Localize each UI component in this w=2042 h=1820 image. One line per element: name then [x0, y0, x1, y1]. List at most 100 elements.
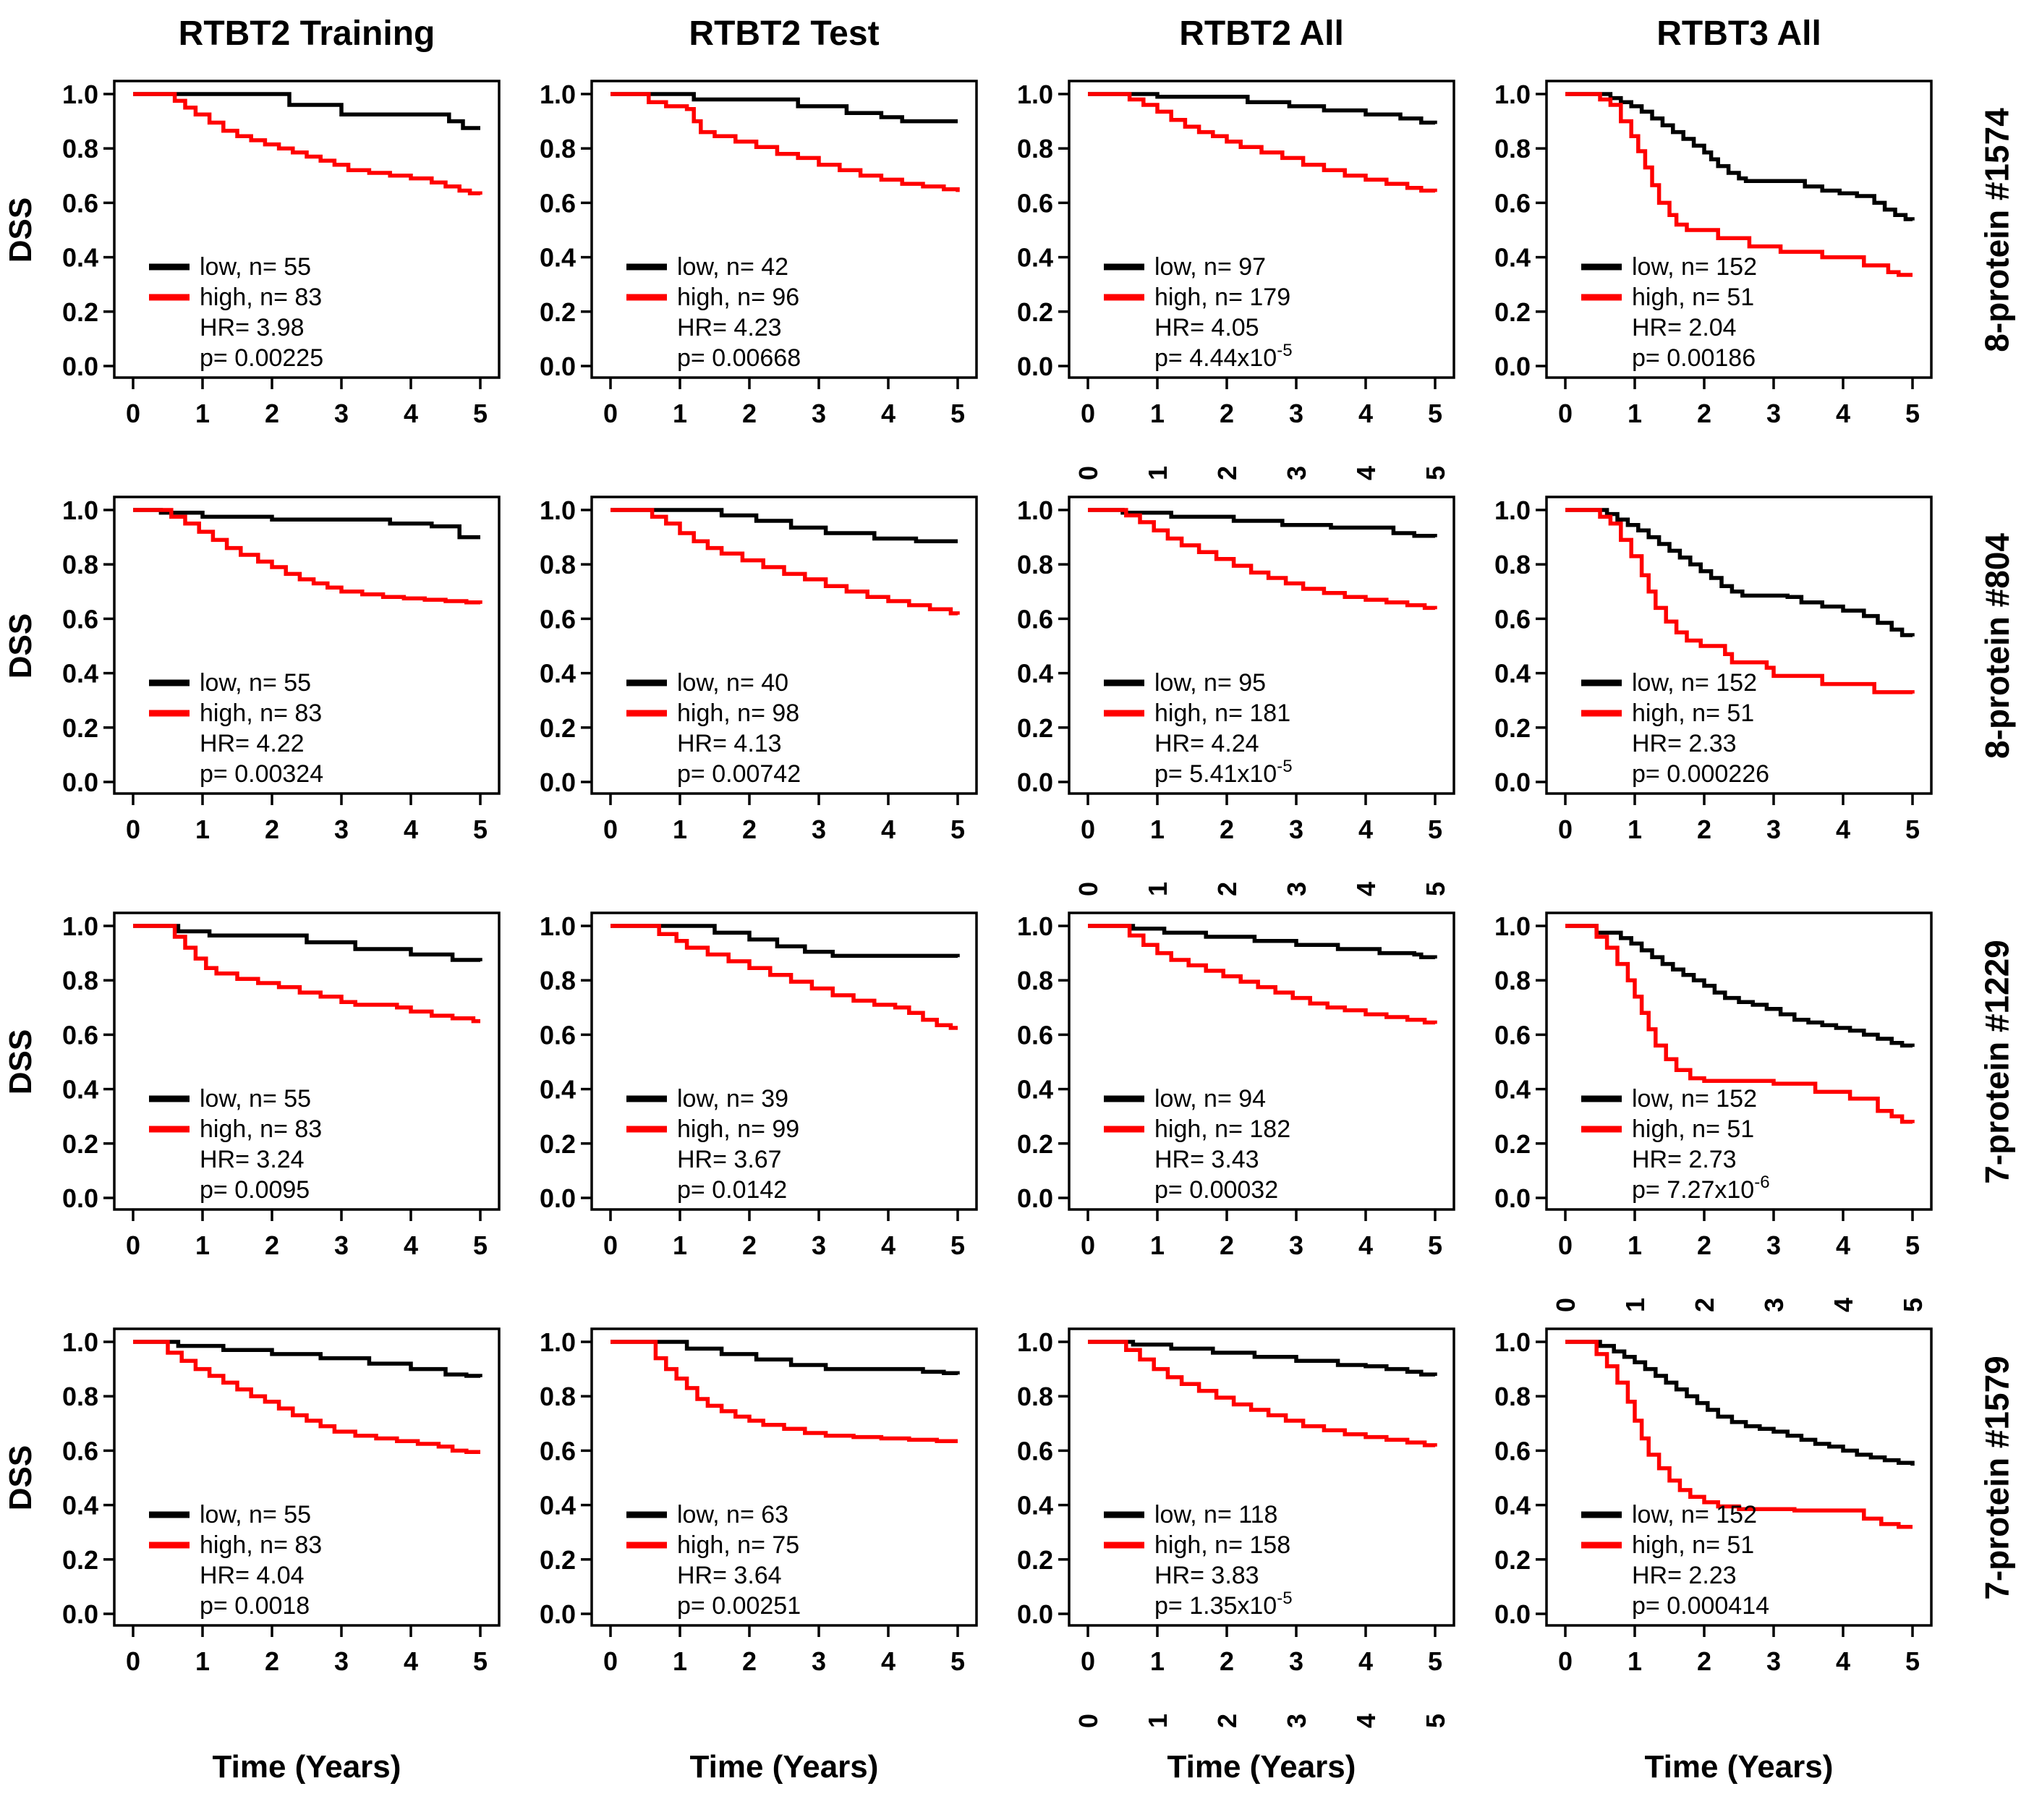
- svg-text:3: 3: [334, 1646, 349, 1676]
- column-header-rtbt2-test: RTBT2 Test: [689, 14, 880, 53]
- svg-text:4: 4: [1836, 815, 1850, 844]
- x-axis-title-col4: Time (Years): [1644, 1749, 1834, 1785]
- svg-text:0: 0: [126, 1646, 140, 1676]
- svg-text:3: 3: [1289, 1646, 1303, 1676]
- svg-text:low, n= 39: low, n= 39: [677, 1085, 788, 1113]
- svg-text:3: 3: [1289, 815, 1303, 844]
- svg-text:0: 0: [1558, 1646, 1573, 1676]
- svg-text:0.8: 0.8: [62, 966, 98, 995]
- svg-text:0: 0: [1551, 1298, 1581, 1312]
- svg-text:0.0: 0.0: [1017, 1599, 1053, 1629]
- svg-text:0.8: 0.8: [1494, 550, 1531, 579]
- svg-text:0.4: 0.4: [1017, 243, 1053, 273]
- svg-text:0: 0: [1073, 466, 1103, 480]
- svg-text:0.2: 0.2: [540, 1545, 576, 1575]
- svg-text:0.2: 0.2: [62, 1545, 98, 1575]
- svg-text:1: 1: [1150, 399, 1165, 428]
- svg-text:5: 5: [950, 1646, 965, 1676]
- svg-text:3: 3: [1282, 466, 1311, 480]
- svg-text:4: 4: [1358, 399, 1373, 428]
- svg-text:0.2: 0.2: [1494, 713, 1531, 743]
- svg-text:HR= 4.05: HR= 4.05: [1154, 314, 1259, 341]
- svg-text:0.4: 0.4: [62, 659, 98, 689]
- svg-text:low, n= 95: low, n= 95: [1154, 669, 1266, 697]
- svg-text:5: 5: [1905, 1230, 1920, 1260]
- svg-text:p= 0.000414: p= 0.000414: [1632, 1592, 1769, 1620]
- svg-text:5: 5: [1905, 1646, 1920, 1676]
- svg-text:high, n= 83: high, n= 83: [200, 699, 322, 727]
- svg-text:5: 5: [473, 1230, 488, 1260]
- svg-text:1.0: 1.0: [62, 911, 98, 941]
- svg-text:1: 1: [673, 1230, 687, 1260]
- svg-text:0: 0: [1081, 1646, 1095, 1676]
- svg-text:0.4: 0.4: [540, 243, 576, 273]
- svg-text:0: 0: [126, 815, 140, 844]
- x-axis-title-col1: Time (Years): [212, 1749, 401, 1785]
- svg-text:0.8: 0.8: [1494, 1382, 1531, 1411]
- svg-text:p= 1.35x10-5: p= 1.35x10-5: [1154, 1589, 1293, 1620]
- x-axis-title-col3: Time (Years): [1167, 1749, 1356, 1785]
- svg-text:5: 5: [1428, 815, 1442, 844]
- svg-text:0.0: 0.0: [62, 352, 98, 381]
- svg-text:1: 1: [1620, 1298, 1650, 1312]
- svg-text:2: 2: [265, 1646, 279, 1676]
- svg-text:high, n= 83: high, n= 83: [200, 1115, 322, 1143]
- svg-text:1.0: 1.0: [540, 496, 576, 525]
- svg-text:0.2: 0.2: [62, 713, 98, 743]
- svg-text:3: 3: [334, 815, 349, 844]
- svg-text:3: 3: [1289, 1230, 1303, 1260]
- svg-text:0.0: 0.0: [62, 767, 98, 797]
- km-panel-r4c1: 1.0 0.8 0.6 0.4 0.2 0.0 0 1 2 3 4 5 low, n= 55 high, …: [62, 1327, 501, 1676]
- svg-text:0.4: 0.4: [540, 1491, 576, 1521]
- svg-text:3: 3: [1766, 1230, 1781, 1260]
- svg-text:0.0: 0.0: [62, 1599, 98, 1629]
- svg-text:p= 0.00668: p= 0.00668: [677, 344, 801, 372]
- svg-text:5: 5: [1428, 399, 1442, 428]
- svg-text:0.2: 0.2: [1017, 713, 1053, 743]
- svg-text:0: 0: [1073, 882, 1103, 896]
- svg-text:1.0: 1.0: [540, 1327, 576, 1357]
- svg-text:0: 0: [1558, 1230, 1573, 1260]
- svg-text:2: 2: [265, 1230, 279, 1260]
- svg-text:high, n= 51: high, n= 51: [1632, 284, 1754, 311]
- svg-text:1.0: 1.0: [1494, 496, 1531, 525]
- svg-text:HR= 4.24: HR= 4.24: [1154, 730, 1259, 757]
- svg-text:0.4: 0.4: [62, 1491, 98, 1521]
- svg-text:0.6: 0.6: [1494, 1020, 1531, 1050]
- svg-text:0.0: 0.0: [1017, 767, 1053, 797]
- svg-text:p= 0.0018: p= 0.0018: [200, 1592, 310, 1620]
- svg-text:high, n= 51: high, n= 51: [1632, 1115, 1754, 1143]
- svg-text:2: 2: [1220, 399, 1234, 428]
- svg-text:0.4: 0.4: [1494, 243, 1531, 273]
- svg-text:HR= 3.43: HR= 3.43: [1154, 1146, 1259, 1173]
- svg-text:low, n= 42: low, n= 42: [677, 253, 788, 281]
- row-label-7-protein-1579: 7-protein #1579: [1978, 1355, 2016, 1600]
- svg-text:4: 4: [1836, 1230, 1850, 1260]
- km-panel-r1c2: 1.0 0.8 0.6 0.4 0.2 0.0 0 1 2 3 4 5 low, n= 42 high, …: [540, 80, 978, 428]
- y-axis-title-row4: DSS: [3, 1445, 39, 1510]
- svg-text:2: 2: [1697, 1230, 1711, 1260]
- svg-text:0.4: 0.4: [62, 243, 98, 273]
- svg-text:HR= 4.04: HR= 4.04: [200, 1562, 305, 1589]
- svg-text:0.0: 0.0: [1017, 352, 1053, 381]
- km-panel-r2c1: 1.0 0.8 0.6 0.4 0.2 0.0 0 1 2 3 4 5 low, n= 55high, …: [62, 496, 501, 844]
- svg-text:HR= 3.64: HR= 3.64: [677, 1562, 782, 1589]
- svg-text:4: 4: [1358, 1646, 1373, 1676]
- svg-text:HR= 2.33: HR= 2.33: [1632, 730, 1737, 757]
- svg-text:1.0: 1.0: [1494, 1327, 1531, 1357]
- svg-text:low, n= 152: low, n= 152: [1632, 1085, 1757, 1113]
- svg-text:high, n= 83: high, n= 83: [200, 1531, 322, 1559]
- svg-text:0.6: 0.6: [1017, 188, 1053, 218]
- svg-text:4: 4: [881, 1646, 895, 1676]
- km-panel-r3c1: 1.0 0.8 0.6 0.4 0.2 0.0 0 1 2 3 4 5 low, n= 55high, …: [62, 911, 501, 1260]
- svg-text:0.4: 0.4: [1494, 659, 1531, 689]
- svg-text:4: 4: [1358, 815, 1373, 844]
- svg-text:0.2: 0.2: [62, 297, 98, 327]
- svg-text:0: 0: [1081, 399, 1095, 428]
- svg-text:0.6: 0.6: [540, 1436, 576, 1466]
- svg-text:3: 3: [1759, 1298, 1789, 1312]
- svg-text:1.0: 1.0: [1017, 496, 1053, 525]
- svg-text:0.2: 0.2: [1494, 297, 1531, 327]
- svg-text:3: 3: [1289, 399, 1303, 428]
- svg-text:low, n= 63: low, n= 63: [677, 1501, 788, 1528]
